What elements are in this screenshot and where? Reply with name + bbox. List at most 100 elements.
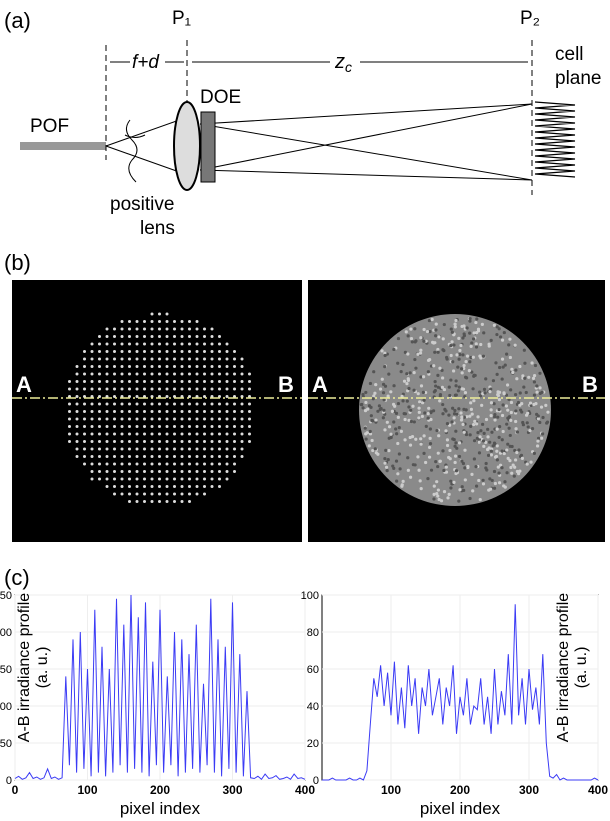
speckle-dot (509, 410, 513, 415)
spot (150, 432, 154, 436)
speckle-dot (489, 387, 493, 391)
spot (98, 350, 101, 353)
speckle-dot (367, 404, 372, 408)
speckle-dot (475, 331, 479, 335)
spot (225, 462, 229, 466)
speckle-dot (420, 401, 425, 405)
speckle-dot (441, 449, 445, 453)
speckle-dot (457, 407, 461, 411)
spot (188, 455, 191, 458)
speckle-dot (488, 390, 492, 394)
spot (233, 462, 236, 466)
spot (203, 387, 206, 391)
speckle-dot (450, 330, 454, 334)
spot (210, 440, 214, 443)
speckle-dot (407, 405, 411, 409)
speckle-dot (421, 375, 426, 379)
speckle-dot (414, 437, 418, 441)
spot (180, 455, 184, 458)
spot (195, 447, 199, 451)
speckle-dot (484, 461, 488, 466)
speckle-dot (463, 466, 467, 470)
spot (195, 327, 199, 331)
speckle-dot (486, 453, 491, 457)
speckle-dot (472, 422, 476, 427)
spot (83, 357, 86, 361)
speckle-dot (454, 318, 458, 323)
speckle-dot (449, 378, 453, 382)
speckle-dot (495, 427, 499, 431)
spot (203, 417, 206, 421)
spot (195, 432, 199, 436)
spot (135, 455, 139, 458)
speckle-dot (378, 387, 383, 391)
speckle-dot (520, 456, 525, 460)
x-tick-label: 400 (295, 783, 315, 797)
spot (218, 477, 221, 481)
speckle-dot (492, 469, 497, 474)
spot (105, 402, 109, 406)
spot (143, 335, 146, 338)
speckle-dot (477, 478, 481, 483)
spot (128, 350, 131, 353)
speckle-dot (489, 401, 494, 405)
spot (90, 372, 94, 376)
speckle-dot (518, 364, 522, 369)
spot (188, 492, 191, 496)
speckle-dot (403, 350, 407, 354)
spot (128, 380, 131, 383)
speckle-dot (387, 372, 391, 376)
spot (218, 455, 221, 458)
spot (195, 320, 199, 323)
spot (143, 425, 146, 428)
speckle-dot (387, 425, 392, 429)
speckle-dot (501, 403, 505, 407)
speckle-dot (452, 369, 456, 373)
speckle-dot (385, 420, 389, 424)
speckle-dot (436, 464, 440, 469)
speckle-dot (428, 427, 432, 431)
speckle-dot (523, 361, 527, 365)
spot (105, 357, 109, 361)
spot (180, 440, 184, 443)
speckle-dot (429, 468, 434, 472)
speckle-dot (455, 412, 459, 416)
speckle-dot (476, 430, 480, 435)
spot (113, 440, 116, 443)
spot (90, 350, 94, 353)
spot (180, 342, 184, 346)
spot (120, 402, 124, 406)
speckle-dot (396, 472, 400, 476)
speckle-dot (497, 390, 502, 394)
spot (75, 402, 79, 406)
speckle-dot (397, 452, 401, 456)
speckle-dot (478, 394, 483, 398)
spot (173, 462, 176, 466)
speckle-dot (462, 415, 466, 419)
speckle-dot (513, 465, 517, 469)
spot (143, 365, 146, 368)
spot (143, 447, 146, 451)
spot (75, 395, 79, 398)
spot (173, 327, 176, 331)
speckle-dot (436, 347, 440, 352)
spot (128, 342, 131, 346)
spot (135, 350, 139, 353)
spot (150, 320, 154, 323)
speckle-dot (442, 387, 447, 392)
spot (135, 380, 139, 383)
spot (210, 350, 214, 353)
spot (128, 455, 131, 458)
speckle-dot (465, 326, 469, 330)
spot (203, 365, 206, 368)
spot (210, 417, 214, 421)
spot (143, 462, 146, 466)
speckle-dot (469, 407, 474, 411)
speckle-dot (448, 448, 452, 453)
spot (188, 402, 191, 406)
spot (188, 500, 191, 503)
speckle-dot (381, 382, 386, 386)
speckle-dot (468, 414, 472, 418)
spot (203, 470, 206, 473)
speckle-dot (525, 421, 529, 425)
